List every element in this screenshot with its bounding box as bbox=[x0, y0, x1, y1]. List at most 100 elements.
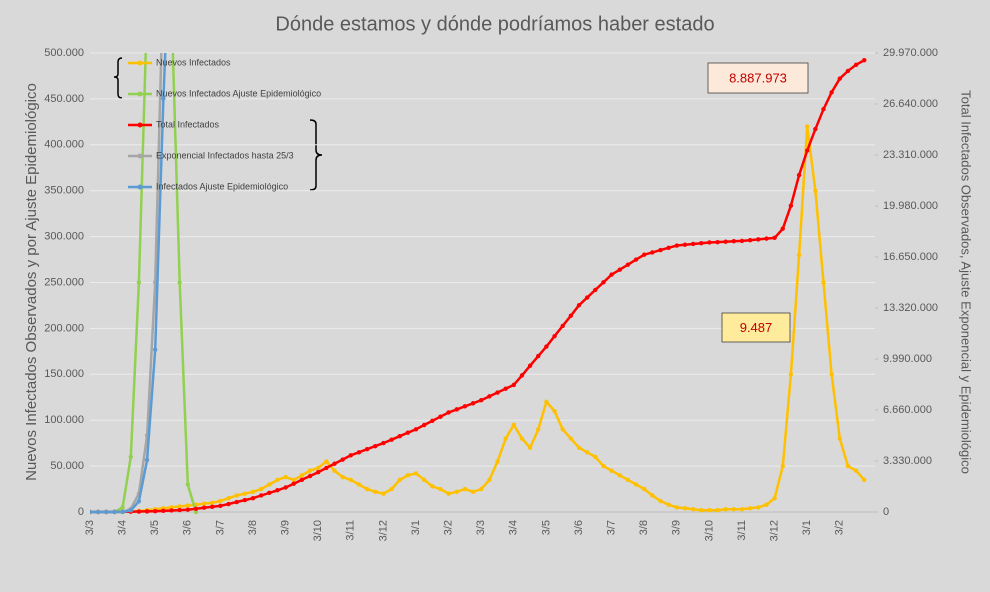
data-point bbox=[584, 295, 590, 300]
data-point bbox=[690, 241, 696, 247]
legend-label: Nuevos Infectados Ajuste Epidemiológico bbox=[156, 88, 321, 98]
data-point bbox=[299, 477, 305, 483]
data-point bbox=[283, 474, 288, 480]
data-point bbox=[723, 239, 728, 244]
data-point bbox=[845, 463, 851, 469]
data-point bbox=[470, 401, 476, 406]
annotation-text: 8.887.973 bbox=[729, 70, 787, 85]
data-point bbox=[373, 489, 378, 495]
y-tick-label: 150.000 bbox=[44, 368, 84, 380]
data-point bbox=[511, 422, 516, 427]
data-point bbox=[666, 502, 671, 507]
data-point bbox=[153, 509, 158, 514]
data-point bbox=[185, 503, 190, 508]
x-tick-label: 3/7 bbox=[214, 520, 226, 535]
y-axis-title: Nuevos Infectados Observados y por Ajust… bbox=[23, 83, 40, 481]
y-tick-label: 0 bbox=[78, 506, 84, 518]
data-point bbox=[413, 471, 419, 476]
data-point bbox=[715, 507, 720, 513]
data-point bbox=[772, 235, 777, 241]
y2-tick-label: 26.640.000 bbox=[883, 98, 938, 110]
data-point bbox=[837, 436, 842, 441]
data-point bbox=[747, 237, 753, 243]
y-tick-label: 300.000 bbox=[44, 231, 84, 243]
x-tick-label: 3/11 bbox=[736, 520, 748, 541]
data-point bbox=[552, 333, 557, 339]
data-point bbox=[421, 477, 427, 483]
data-point bbox=[609, 272, 614, 277]
data-point bbox=[519, 436, 525, 441]
data-point bbox=[633, 482, 639, 487]
y2-tick-label: 3.330.000 bbox=[883, 455, 932, 467]
data-point bbox=[739, 238, 745, 244]
data-point bbox=[185, 507, 190, 512]
data-point bbox=[210, 500, 215, 506]
data-point bbox=[666, 245, 671, 251]
data-point bbox=[161, 508, 166, 514]
data-point bbox=[747, 506, 753, 511]
data-point bbox=[267, 482, 272, 487]
data-point bbox=[650, 250, 655, 255]
data-point bbox=[536, 353, 541, 359]
data-point bbox=[462, 404, 468, 409]
data-point bbox=[316, 469, 321, 475]
data-point bbox=[430, 418, 435, 424]
x-tick-label: 3/2 bbox=[443, 520, 455, 535]
data-point bbox=[625, 262, 631, 267]
data-point bbox=[291, 477, 296, 483]
data-point bbox=[332, 461, 337, 466]
data-point bbox=[642, 252, 647, 257]
legend-label: Exponencial Infectados hasta 25/3 bbox=[156, 150, 294, 160]
x-tick-label: 3/12 bbox=[769, 520, 781, 541]
y-tick-label: 350.000 bbox=[44, 185, 84, 197]
data-point bbox=[650, 493, 655, 498]
data-point bbox=[258, 486, 264, 492]
data-point bbox=[682, 242, 688, 247]
data-point bbox=[731, 239, 737, 244]
data-point bbox=[234, 493, 239, 498]
x-tick-label: 3/10 bbox=[312, 520, 324, 541]
data-point bbox=[780, 226, 785, 231]
data-point bbox=[788, 203, 794, 208]
data-point bbox=[813, 188, 818, 193]
x-tick-label: 3/2 bbox=[834, 520, 846, 535]
data-point bbox=[674, 243, 679, 248]
data-point bbox=[576, 445, 582, 450]
x-tick-label: 3/3 bbox=[84, 520, 96, 535]
data-point bbox=[153, 347, 158, 352]
data-point bbox=[813, 126, 818, 132]
data-point bbox=[454, 489, 459, 495]
data-point bbox=[299, 473, 305, 478]
x-tick-label: 3/12 bbox=[377, 520, 389, 541]
data-point bbox=[462, 486, 468, 492]
data-point bbox=[275, 488, 280, 493]
data-point bbox=[739, 507, 745, 512]
data-point bbox=[568, 313, 574, 318]
y2-tick-label: 13.320.000 bbox=[883, 302, 938, 314]
data-point bbox=[788, 372, 794, 377]
data-point bbox=[307, 473, 313, 479]
data-point bbox=[397, 433, 402, 439]
data-point bbox=[340, 474, 345, 480]
data-point bbox=[340, 457, 345, 462]
data-point bbox=[193, 506, 199, 511]
data-point bbox=[324, 465, 329, 471]
data-point bbox=[617, 473, 622, 478]
data-point bbox=[128, 454, 133, 460]
data-point bbox=[674, 505, 679, 510]
data-point bbox=[421, 422, 427, 428]
data-point bbox=[527, 445, 533, 450]
data-point bbox=[690, 507, 696, 512]
data-point bbox=[226, 496, 231, 501]
data-point bbox=[862, 477, 867, 483]
y-tick-label: 200.000 bbox=[44, 322, 84, 334]
data-point bbox=[576, 303, 582, 308]
x-tick-label: 3/4 bbox=[508, 520, 520, 535]
data-point bbox=[193, 509, 199, 515]
legend-marker bbox=[137, 153, 143, 159]
x-tick-label: 3/7 bbox=[606, 520, 618, 535]
annotation-text: 9.487 bbox=[740, 320, 773, 335]
data-point bbox=[503, 436, 508, 441]
data-point bbox=[593, 454, 598, 460]
